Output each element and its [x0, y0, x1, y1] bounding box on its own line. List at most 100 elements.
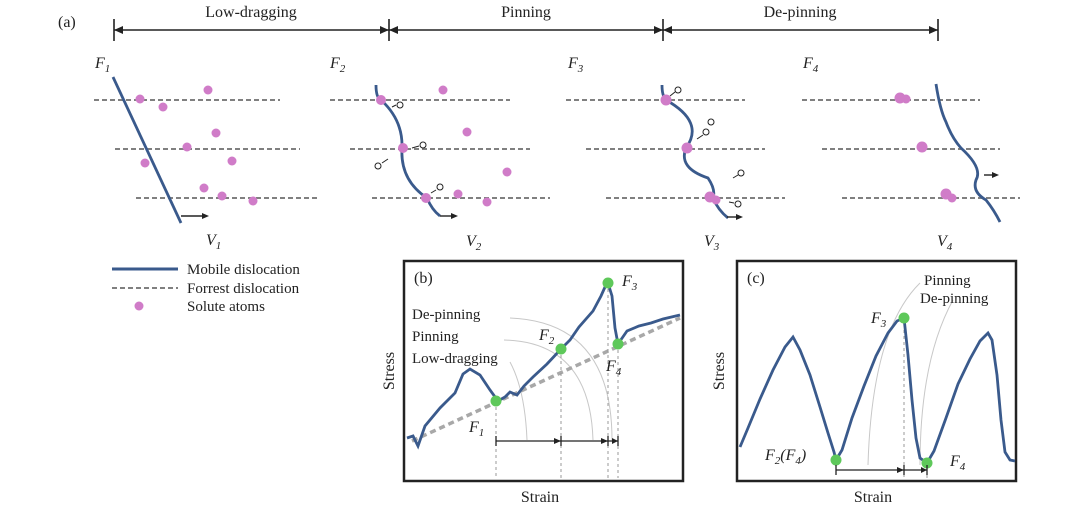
forest-dislocations-1: [94, 99, 320, 199]
vacancy-marker: [737, 169, 745, 177]
label-b-f1-sub: 1: [479, 427, 485, 439]
stage-label-low-dragging: Low-dragging: [205, 4, 297, 21]
svg-text:F2(F4): F2(F4): [764, 447, 806, 467]
legend-label-mobile: Mobile dislocation: [187, 262, 300, 278]
solute-atoms-3: [660, 94, 721, 205]
solute-atom: [482, 197, 492, 207]
panel-b-ylabel: Stress: [381, 352, 398, 390]
solute-atom: [227, 156, 237, 166]
panel-b-intervals: [495, 436, 619, 446]
label-b-f3: F: [621, 273, 632, 290]
vacancy-marker: [707, 118, 715, 126]
panel-c-frame: [735, 259, 1018, 483]
velocity-sub-1: 1: [216, 240, 222, 252]
svg-text:F4: F4: [802, 55, 819, 75]
panel-b-baseline: [411, 316, 681, 443]
solute-atom: [660, 94, 672, 106]
label-b-f2: F: [538, 327, 549, 344]
label-c-f3-sub: 3: [880, 318, 887, 330]
velocity-sub-3: 3: [713, 241, 720, 253]
panel-b-label: (b): [414, 270, 433, 287]
state-4: F4 V4: [802, 55, 1020, 253]
legend-label-forest: Forrest dislocation: [187, 281, 300, 297]
velocity-label-2: V: [466, 233, 478, 250]
svg-text:F1: F1: [468, 419, 484, 439]
vacancy-markers-2: [374, 101, 444, 194]
svg-text:F4: F4: [605, 358, 622, 378]
arc-pinning: [503, 339, 594, 441]
solute-atom: [916, 141, 928, 153]
marker-c-f3: [898, 312, 910, 324]
velocity-arrow-2: [440, 213, 458, 219]
svg-text:F3: F3: [621, 273, 638, 293]
solute-atom: [140, 158, 150, 168]
state-2: F2: [329, 55, 550, 253]
svg-text:F1: F1: [94, 55, 110, 75]
svg-text:F2: F2: [538, 327, 555, 347]
state-1: F1 V1: [94, 55, 320, 252]
velocity-sub-2: 2: [476, 241, 482, 253]
annotation-de-pinning: De-pinning: [412, 307, 481, 323]
svg-text:F4: F4: [949, 453, 966, 473]
svg-text:F3: F3: [567, 55, 584, 75]
solute-atom: [462, 127, 472, 137]
velocity-arrow-4: [984, 172, 999, 178]
timeline-arrow-2r: [654, 26, 663, 34]
mobile-dislocation-4: [934, 83, 1002, 223]
vacancy-marker: [419, 141, 427, 149]
svg-text:V4: V4: [937, 233, 953, 253]
label-c-f2: F: [764, 447, 775, 464]
panel-c-markers: [830, 312, 933, 469]
solute-atom: [421, 193, 431, 203]
marker-f1: [490, 395, 502, 407]
solute-atom: [711, 195, 721, 205]
label-c-f2-suffix-sub: 4: [795, 455, 801, 467]
solute-atom: [376, 95, 386, 105]
label-b-f4: F: [605, 358, 616, 375]
solute-atom: [182, 142, 192, 152]
mobile-dislocation-1: [111, 76, 183, 224]
solute-atom: [453, 189, 463, 199]
solute-atom: [158, 102, 168, 112]
solute-atom: [681, 142, 693, 154]
force-label-1: F: [94, 55, 105, 72]
state-3: F3: [566, 55, 785, 253]
vacancy-marker: [396, 101, 404, 109]
panel-c-intervals: [835, 465, 928, 475]
solute-atoms-4: [894, 92, 957, 203]
panel-b: (b) Strain Stress De-pinning Pinning Low…: [381, 259, 685, 506]
forest-dislocations-2: [330, 99, 550, 199]
panel-a: (a) Low-dragging Pinning De-pinning F1: [58, 4, 1020, 253]
force-sub-2: 2: [340, 63, 346, 75]
arc-c-pinning: [867, 282, 921, 466]
label-c-f2-suffix: (F: [780, 447, 795, 464]
panel-c-ylabel: Stress: [711, 352, 728, 390]
arc-c-de-pinning: [919, 299, 954, 466]
vacancy-markers-3: [669, 86, 745, 208]
arc-de-pinning: [509, 317, 613, 441]
vacancy-marker: [674, 86, 682, 94]
annotation-c-pinning: Pinning: [924, 273, 971, 289]
force-sub-4: 4: [813, 63, 819, 75]
force-label-4: F: [802, 55, 813, 72]
panel-a-label: (a): [58, 14, 76, 31]
solute-atom: [398, 143, 408, 153]
timeline-arrow-3r: [929, 26, 938, 34]
annotation-pinning: Pinning: [412, 329, 459, 345]
label-b-f3-sub: 3: [631, 281, 638, 293]
label-c-f2-close: ): [800, 447, 806, 464]
stage-label-de-pinning: De-pinning: [764, 4, 837, 21]
annotation-c-de-pinning: De-pinning: [920, 291, 989, 307]
label-c-f3: F: [870, 310, 881, 327]
timeline-arrow-3l: [663, 26, 672, 34]
legend-swatch-solute: [134, 301, 144, 311]
legend-label-solute: Solute atoms: [187, 299, 265, 315]
solute-atom: [947, 193, 957, 203]
vacancy-marker: [374, 162, 382, 170]
solute-atom: [203, 85, 213, 95]
timeline-arrow-1l: [114, 26, 123, 34]
velocity-label-1: V: [206, 232, 218, 249]
solute-atom: [438, 85, 448, 95]
solute-atom: [199, 183, 209, 193]
